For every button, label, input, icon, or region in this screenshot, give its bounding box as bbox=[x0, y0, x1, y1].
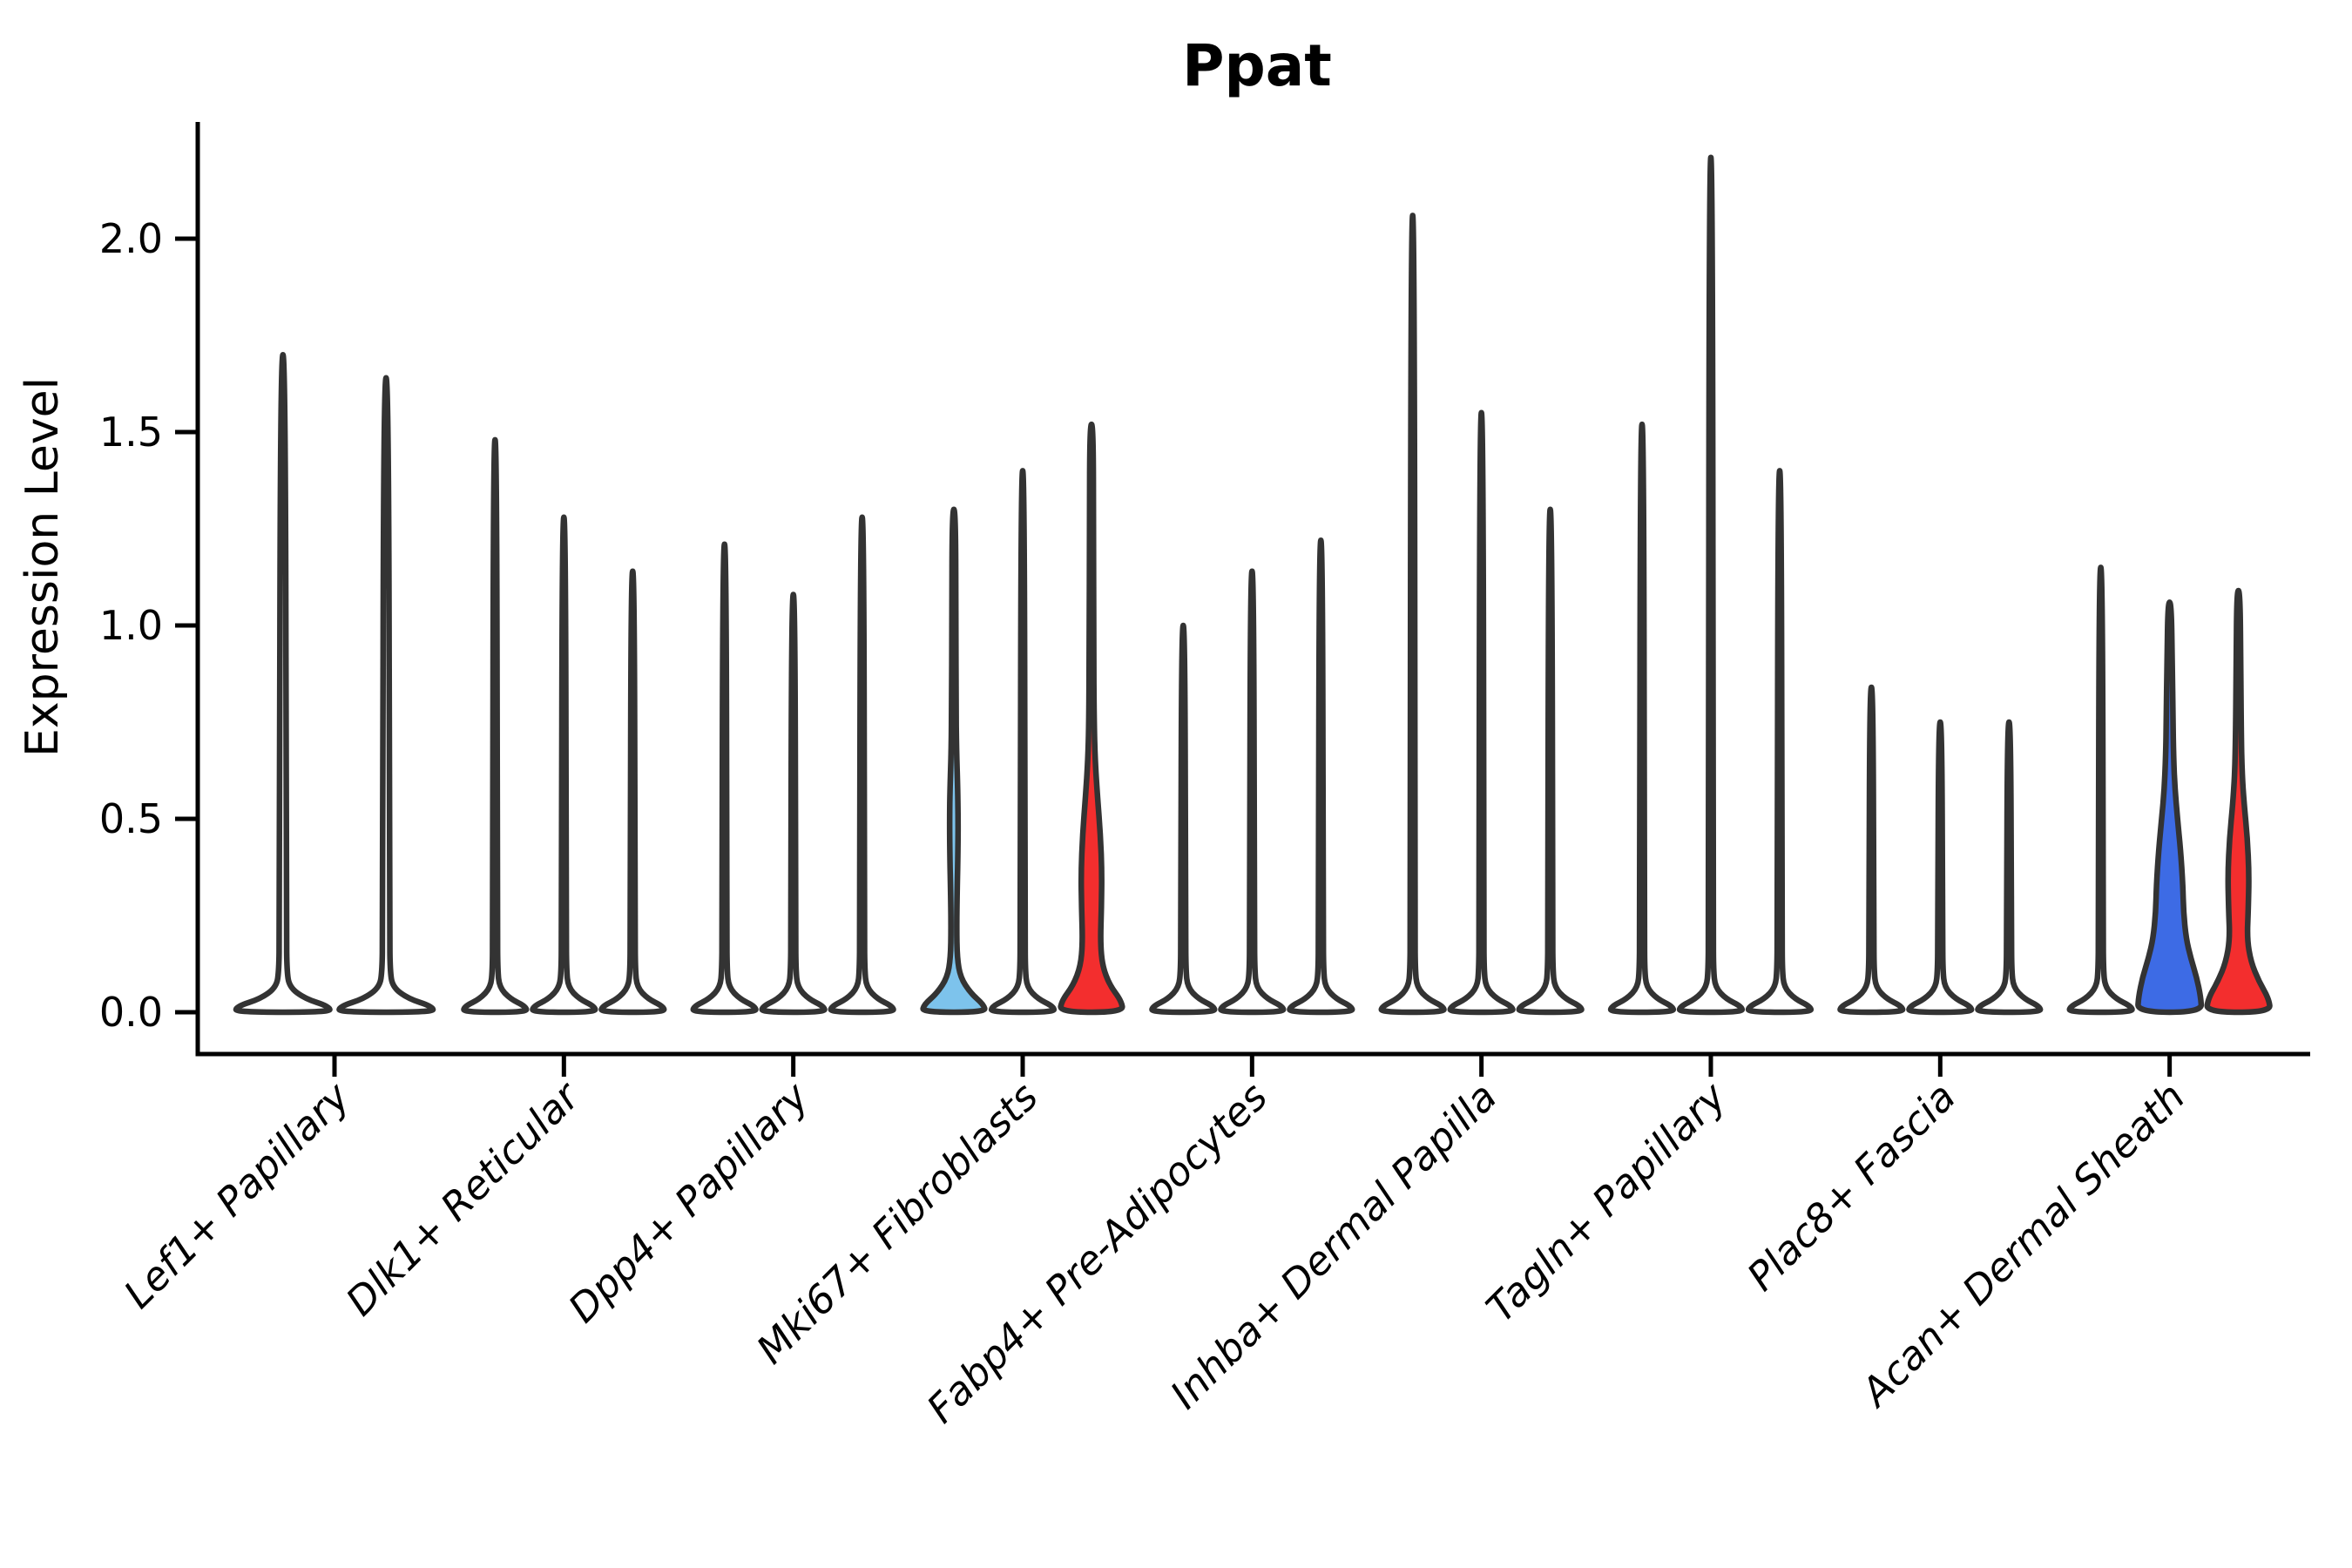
violin-lef1-papillary-1 bbox=[233, 351, 333, 1016]
violin-dpp4-papillary-1 bbox=[690, 541, 759, 1016]
violins-layer bbox=[233, 154, 2273, 1016]
violin-acan-dermal-sheath-3 bbox=[2204, 587, 2273, 1016]
violin-fabp4-pre-adipocytes-3 bbox=[1287, 537, 1355, 1016]
violin-tagln-papillary-1 bbox=[1607, 421, 1677, 1016]
violin-dlk1-reticular-3 bbox=[598, 568, 667, 1016]
violin-inhba-dermal-papilla-1 bbox=[1378, 213, 1447, 1016]
violin-inhba-dermal-papilla-2 bbox=[1447, 409, 1516, 1016]
violin-acan-dermal-sheath-2 bbox=[2135, 599, 2205, 1016]
violin-plac8-fascia-2 bbox=[1906, 719, 1975, 1016]
y-tick-label-0.5: 0.5 bbox=[99, 795, 163, 842]
violin-dlk1-reticular-1 bbox=[461, 436, 530, 1016]
y-tick-label-2.0: 2.0 bbox=[99, 215, 163, 262]
x-tick-label-plac8-fascia: Plac8+ Fascia bbox=[1738, 1073, 1964, 1300]
violin-fabp4-pre-adipocytes-2 bbox=[1218, 568, 1287, 1016]
x-tick-label-tagln-papillary: Tagln+ Papillary bbox=[1477, 1072, 1736, 1331]
y-tick-label-1.5: 1.5 bbox=[99, 409, 163, 456]
violin-tagln-papillary-2 bbox=[1676, 154, 1746, 1016]
violin-fabp4-pre-adipocytes-1 bbox=[1149, 622, 1218, 1016]
violin-lef1-papillary-2 bbox=[336, 375, 436, 1016]
x-tick-label-dlk1-reticular: Dlk1+ Reticular bbox=[337, 1072, 590, 1325]
violin-dpp4-papillary-3 bbox=[828, 514, 896, 1016]
y-axis-label: Expression Level bbox=[17, 377, 69, 757]
violin-mki67-fibroblasts-3 bbox=[1058, 421, 1125, 1016]
violin-plac8-fascia-1 bbox=[1837, 684, 1906, 1016]
violin-inhba-dermal-papilla-3 bbox=[1516, 506, 1585, 1016]
violin-plac8-fascia-3 bbox=[1975, 719, 2044, 1016]
violin-acan-dermal-sheath-1 bbox=[2066, 564, 2135, 1016]
y-tick-label-1.0: 1.0 bbox=[99, 602, 163, 649]
violin-dpp4-papillary-2 bbox=[759, 591, 828, 1016]
violin-mki67-fibroblasts-1 bbox=[920, 506, 988, 1016]
x-tick-label-lef1-papillary: Lef1+ Papillary bbox=[115, 1072, 360, 1317]
x-tick-label-dpp4-papillary: Dpp4+ Papillary bbox=[559, 1072, 818, 1331]
violin-tagln-papillary-3 bbox=[1745, 468, 1815, 1016]
violin-mki67-fibroblasts-2 bbox=[988, 468, 1058, 1016]
chart-title: Ppat bbox=[1182, 32, 1332, 99]
y-tick-label-0.0: 0.0 bbox=[99, 989, 163, 1036]
violin-dlk1-reticular-2 bbox=[530, 514, 598, 1016]
